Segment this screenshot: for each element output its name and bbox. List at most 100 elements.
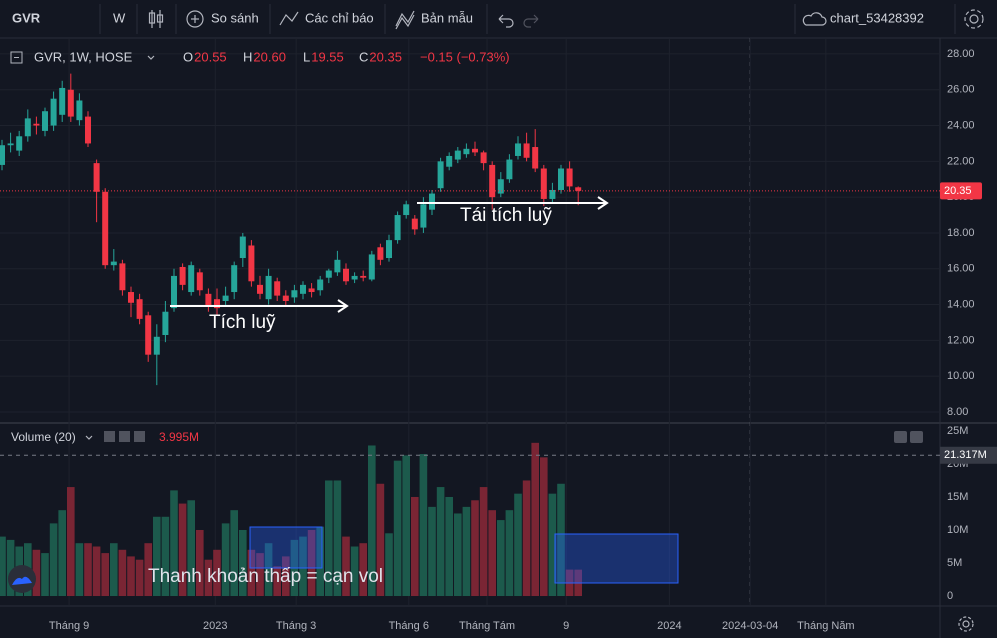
highlight-box [249,526,323,569]
volume-bar [436,487,445,597]
highlight-box [554,533,679,584]
annotation: Tích luỹ [209,312,276,333]
ohlc-letter: H [243,49,252,64]
ohlc-letter: L [303,49,310,64]
volume-menu[interactable] [85,435,93,440]
candle-body [523,143,530,158]
volume-bar [522,480,531,597]
candle-body [274,281,281,296]
volume-bar [178,503,187,597]
volume-bar [471,500,479,597]
candle-body [360,275,367,278]
y-tick-label: 16.00 [947,263,975,275]
interval[interactable]: W [113,10,126,25]
volume-bar [92,546,101,597]
candle-body [575,187,582,191]
logo-glyph [12,576,32,585]
candle-body [231,265,238,293]
eye-button[interactable] [104,431,115,442]
candle-body [454,150,461,160]
volume-bar [514,493,522,597]
compare-button[interactable]: So sánh [211,10,259,25]
candle-body [257,284,263,294]
volume-bar [0,536,6,597]
x-tick-label: Tháng 3 [276,620,316,632]
y-tick-label: 26.00 [947,84,975,96]
arrow [170,299,349,313]
y-tick-label: 25M [947,425,968,437]
candle-body [532,147,539,169]
change-label: −0.15 (−0.73%) [420,49,510,64]
volume-bar [84,543,92,597]
volume-bar [221,523,230,597]
volume-bar [316,526,324,597]
remove-button[interactable] [134,431,145,442]
y-tick-label: 24.00 [947,119,975,131]
settings-button[interactable] [964,9,984,29]
x-tick-label: Tháng 6 [389,620,429,632]
legend-menu[interactable] [147,55,155,60]
candle-body [67,89,74,117]
crosshair-label: 21.317M [944,449,987,461]
volume-bar [213,549,221,597]
candle-body [85,116,91,144]
y-tick-label: 10M [947,524,968,536]
volume-bar [333,480,342,597]
volume-bar [342,536,350,597]
candle-body [59,87,66,115]
candle-body [7,143,14,146]
y-tick-label: 8.00 [947,406,968,418]
candle-body [196,272,203,291]
candle-body [480,152,487,164]
volume-bar [368,445,376,597]
candle-body [76,100,83,121]
candle-body [265,275,272,300]
candle-body [386,240,392,259]
cloud-icon[interactable] [802,12,827,26]
candle-body [179,266,186,285]
templates-button[interactable]: Bản mẫu [421,10,473,25]
settings-small-button[interactable] [119,431,130,442]
undo-button[interactable] [498,14,514,28]
chart-type-icon[interactable] [148,10,164,28]
ohlc-value: 20.60 [253,49,286,64]
indicators-button[interactable]: Các chỉ báo [305,10,374,25]
move-down-button[interactable] [910,431,923,443]
volume-bar [359,543,367,597]
candle-body [334,259,341,273]
candle-body [540,168,547,199]
volume-bar [204,559,213,597]
y-tick-label: 10.00 [947,370,975,382]
symbol[interactable]: GVR [12,10,41,25]
y-tick-label: 28.00 [947,48,975,60]
move-up-button[interactable] [894,431,907,443]
indicators-icon[interactable] [279,11,299,26]
candle-body [300,284,306,294]
redo-button[interactable] [523,14,539,28]
candle-body [93,163,100,192]
compare-icon[interactable] [186,10,204,28]
y-tick-label: 14.00 [947,298,975,310]
candle-body [317,279,324,291]
volume-bar [376,483,385,597]
templates-icon[interactable] [395,10,415,30]
candle-body [368,254,375,280]
candle-body [377,247,384,260]
settings-corner[interactable] [958,616,974,632]
last-price-label: 20.35 [944,185,972,197]
candle-body [566,168,573,187]
chart-name[interactable]: chart_53428392 [830,10,924,25]
x-tick-label: Tháng Năm [797,620,854,632]
candle-body [437,161,444,189]
candle-body [119,263,126,291]
volume-bar [118,549,127,597]
volume-bar [41,553,49,597]
volume-bar [393,460,402,597]
y-tick-label: 18.00 [947,227,975,239]
ohlc-value: 20.35 [369,49,402,64]
candle-body [506,159,513,180]
collapse-button[interactable] [10,51,23,64]
volume-bar [557,483,565,597]
y-tick-label: 22.00 [947,155,975,167]
volume-bar [230,510,238,597]
